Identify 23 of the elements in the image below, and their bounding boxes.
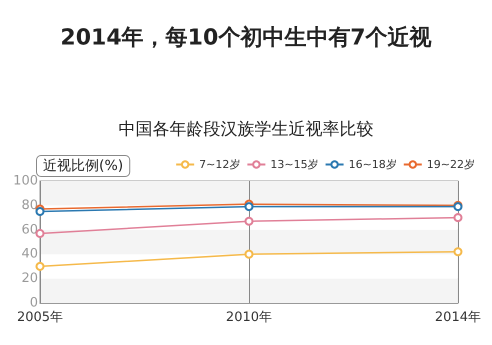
y-tick-label: 0	[30, 296, 38, 310]
y-tick-label: 20	[21, 271, 38, 286]
point	[453, 213, 462, 222]
point	[244, 202, 254, 212]
legend-label: 19~22岁	[426, 158, 476, 171]
chart-subtitle: 中国各年龄段汉族学生近视率比较	[118, 120, 374, 140]
chart-title: 2014年，每10个初中生中有7个近视	[60, 24, 432, 50]
x-tick-label: 2010年	[226, 310, 272, 325]
y-tick-label: 60	[21, 222, 38, 238]
legend-label: 13~15岁	[270, 158, 319, 171]
point	[36, 262, 44, 271]
y-tick-label: 80	[21, 198, 38, 213]
x-tick-label: 2005年	[16, 310, 64, 325]
point	[244, 216, 254, 226]
point	[453, 247, 462, 256]
legend-label: 16~18岁	[348, 158, 397, 171]
point	[244, 250, 254, 259]
y-tick-label: 100	[13, 174, 38, 188]
point	[36, 207, 44, 216]
legend-label: 7~12岁	[199, 158, 240, 171]
y-axis-title: 近视比例(%)	[43, 158, 124, 174]
x-tick-label: 2014年	[434, 310, 482, 325]
y-tick-label: 40	[21, 246, 38, 262]
